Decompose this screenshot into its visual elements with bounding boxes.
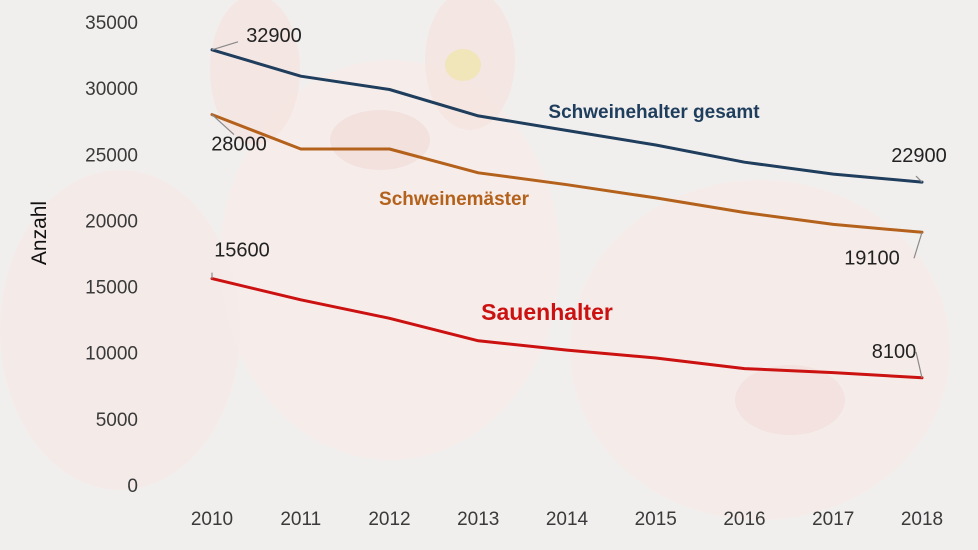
pig-snout xyxy=(330,110,430,170)
x-tick-label: 2015 xyxy=(635,509,677,530)
pig-ear-tag xyxy=(445,49,481,81)
x-tick-label: 2017 xyxy=(812,509,854,530)
x-tick-label: 2012 xyxy=(368,509,410,530)
pig-silhouette xyxy=(0,170,240,490)
series-name-label: Schweinemäster xyxy=(379,189,530,210)
data-label: 28000 xyxy=(211,134,267,156)
x-tick-label: 2011 xyxy=(280,509,321,530)
data-label-leader xyxy=(915,351,923,378)
pig-snout xyxy=(735,365,845,435)
y-tick-label: 35000 xyxy=(85,13,138,34)
y-tick-label: 0 xyxy=(127,476,138,497)
y-tick-label: 5000 xyxy=(96,410,138,431)
data-label-leader xyxy=(211,41,239,51)
pig-ear xyxy=(210,0,300,145)
y-tick-label: 30000 xyxy=(85,79,138,100)
series-line xyxy=(210,277,924,380)
x-tick-label: 2014 xyxy=(546,509,589,530)
x-axis: 2010 2011 2012 2013 2014 2015 2016 2017 2018 xyxy=(191,509,943,530)
x-tick-label: 2013 xyxy=(457,509,499,530)
y-tick-label: 20000 xyxy=(85,211,138,232)
series-name-label: Schweinehalter gesamt xyxy=(548,102,760,123)
series-labels: Schweinehalter gesamt Schweinemäster Sauen… xyxy=(379,102,760,325)
data-label: 22900 xyxy=(891,145,947,167)
data-labels: 32900 22900 28000 19100 15600 8100 xyxy=(211,25,947,378)
series-line xyxy=(210,113,924,234)
series-lines xyxy=(210,48,924,380)
series-line xyxy=(210,48,924,184)
y-tick-label: 25000 xyxy=(85,145,138,166)
data-label: 32900 xyxy=(246,25,302,47)
data-label-leader xyxy=(913,232,923,259)
x-tick-label: 2016 xyxy=(723,509,765,530)
data-label-leader xyxy=(915,175,923,183)
data-label: 19100 xyxy=(844,247,900,269)
data-label: 15600 xyxy=(214,240,270,262)
y-axis: 0 5000 10000 15000 20000 25000 30000 35000 xyxy=(85,13,138,497)
data-label: 8100 xyxy=(872,341,917,363)
y-tick-label: 15000 xyxy=(85,278,138,299)
x-tick-label: 2018 xyxy=(901,509,943,530)
data-label-leader xyxy=(211,114,235,136)
series-name-label: Sauenhalter xyxy=(481,299,613,325)
x-tick-label: 2010 xyxy=(191,509,233,530)
pig-silhouette xyxy=(220,60,560,460)
pig-silhouette xyxy=(570,180,950,520)
y-tick-label: 10000 xyxy=(85,344,138,365)
y-axis-title: Anzahl xyxy=(28,201,51,265)
